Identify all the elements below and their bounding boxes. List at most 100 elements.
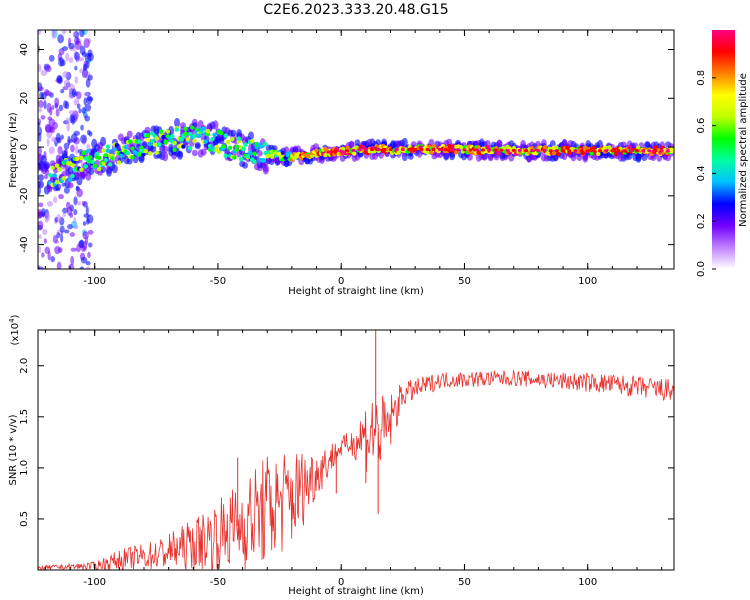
spectrogram-cell	[85, 149, 91, 154]
spectrogram-cell	[474, 148, 479, 152]
spectrogram-cell	[139, 145, 144, 150]
spectrogram-cell	[52, 173, 57, 178]
spectrogram-cell	[143, 148, 148, 154]
colorbar-tick-label: 0.0	[696, 261, 707, 277]
spectrogram-cell	[55, 132, 61, 143]
spectrogram-cell	[38, 180, 44, 189]
spectrogram-cell	[561, 149, 566, 153]
snr-marks	[38, 330, 674, 570]
spectrogram-ytick-label: -40	[19, 236, 30, 252]
spectrogram-cell	[88, 168, 95, 175]
spectrogram-cell	[38, 64, 42, 73]
spectrogram-cell	[47, 116, 53, 121]
spectrogram-cell	[78, 108, 82, 114]
spectrogram-cell	[185, 137, 191, 142]
spectrogram-cell	[61, 176, 66, 181]
spectrogram-cell	[468, 148, 473, 152]
spectrogram-cell	[671, 148, 674, 153]
spectrogram-cell	[536, 149, 541, 153]
spectrogram-cell	[68, 42, 75, 50]
spectrogram-cell	[200, 148, 207, 156]
spectrogram-cell	[456, 148, 461, 152]
spectrogram-cell	[47, 251, 51, 261]
spectrogram-cell	[63, 79, 71, 88]
snr-axes: -100 -50 0 50 100 0.5 1.0 1.5 2.0	[19, 330, 674, 588]
spectrogram-cell	[156, 142, 162, 147]
spectrogram-cell	[63, 186, 70, 194]
spectrogram-cell	[80, 134, 88, 144]
spectrogram-cell	[81, 200, 86, 207]
snr-xtick-label: -50	[210, 577, 226, 588]
spectrogram-cell	[38, 86, 44, 92]
spectrogram-cell	[168, 125, 175, 136]
spectrogram-cell	[50, 255, 55, 263]
spectrogram-cell	[221, 144, 226, 149]
spectrogram-cell	[75, 91, 82, 100]
spectrogram-cell	[196, 133, 202, 139]
spectrogram-cell	[105, 144, 111, 149]
spectrogram-cell	[551, 151, 557, 156]
spectrogram-cell	[263, 142, 268, 147]
spectrogram-cell	[79, 167, 84, 172]
spectrogram-cell	[73, 216, 77, 226]
spectrogram-cell	[247, 150, 253, 156]
spectrogram-cell	[431, 144, 437, 149]
spectrogram-cell	[136, 139, 142, 144]
snr-panel: -100 -50 0 50 100 0.5 1.0 1.5 2.0 Height of stra…	[8, 314, 675, 597]
spectrogram-cell	[598, 149, 603, 153]
spectrogram-cell	[181, 144, 186, 149]
spectrogram-cell	[43, 99, 47, 110]
spectrogram-cell	[111, 164, 118, 174]
spectrogram-cell	[172, 140, 177, 146]
spectrogram-xlabel: Height of straight line (km)	[288, 286, 424, 297]
spectrogram-cell	[261, 158, 266, 163]
spectrogram-ytick-label: 0	[19, 144, 30, 150]
colorbar-tick-label: 0.2	[696, 213, 707, 229]
spectrogram-cell	[77, 200, 82, 206]
spectrogram-cell	[82, 240, 88, 251]
spectrogram-cell	[641, 149, 646, 153]
spectrogram-cell	[100, 165, 107, 173]
spectrogram-cell	[345, 149, 350, 153]
spectrogram-cell	[40, 69, 48, 77]
spectrogram-xtick-label: -50	[210, 276, 226, 287]
spectrogram-cell	[85, 266, 91, 269]
spectrogram-cell	[83, 38, 90, 49]
spectrogram-cell	[466, 153, 473, 161]
spectrogram-cell	[230, 137, 235, 142]
spectrogram-cell	[74, 65, 78, 71]
spectrogram-cell	[130, 155, 135, 160]
spectrogram-cell	[67, 135, 71, 146]
spectrogram-cell	[345, 145, 350, 150]
snr-series-line	[38, 370, 674, 570]
spectrogram-cell	[71, 88, 77, 98]
spectrogram-cell	[242, 161, 249, 169]
spectrogram-cell	[203, 139, 208, 144]
spectrogram-cell	[179, 137, 184, 142]
spectrogram-cell	[65, 201, 71, 210]
spectrogram-cell	[63, 142, 70, 150]
spectrogram-cell	[223, 133, 228, 138]
spectrogram-cell	[43, 161, 50, 170]
colorbar-tick-label: 0.4	[696, 165, 707, 181]
spectrogram-cell	[62, 71, 70, 78]
spectrogram-xtick-label: 100	[578, 276, 597, 287]
spectrogram-cell	[45, 212, 50, 221]
spectrogram-cell	[59, 225, 65, 233]
spectrogram-cell	[56, 75, 63, 83]
spectrogram-cell	[376, 147, 381, 152]
spectrogram-cell	[61, 30, 67, 35]
spectrogram-cell	[388, 147, 393, 152]
spectrogram-cell	[85, 205, 89, 216]
spectrogram-cell	[57, 167, 62, 172]
spectrogram-cell	[38, 132, 42, 143]
spectrogram-cell	[225, 139, 231, 145]
spectrogram-xtick-label: -100	[83, 276, 106, 287]
spectrogram-cell	[187, 131, 193, 137]
snr-ytick-label: 2.0	[19, 358, 30, 374]
spectrogram-cell	[163, 139, 168, 144]
snr-xtick-label: -100	[83, 577, 106, 588]
spectrogram-cell	[70, 247, 78, 252]
spectrogram-cell	[76, 103, 81, 110]
spectrogram-cell	[90, 159, 95, 165]
